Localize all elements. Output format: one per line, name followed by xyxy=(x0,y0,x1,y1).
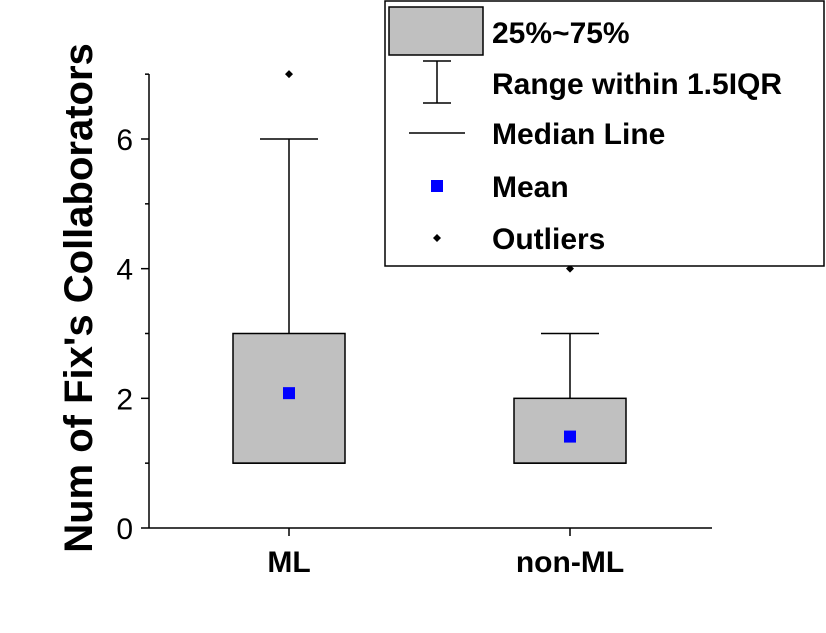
y-tick-label: 0 xyxy=(116,513,133,546)
legend-mean-symbol xyxy=(431,180,443,192)
mean-marker xyxy=(283,387,295,400)
box-ml xyxy=(232,70,346,464)
y-tick-label: 6 xyxy=(116,124,133,157)
box-series xyxy=(232,70,627,464)
legend-label-median: Median Line xyxy=(492,118,665,151)
y-axis-label: Num of Fix's Collaborators xyxy=(57,43,101,553)
outlier-marker xyxy=(285,70,293,79)
legend-label-range: Range within 1.5IQR xyxy=(492,68,782,101)
x-category-label: non-ML xyxy=(516,546,624,579)
legend-box-symbol xyxy=(388,6,484,56)
x-category-label: ML xyxy=(267,546,310,579)
legend-label-outliers: Outliers xyxy=(492,223,605,256)
box-non-ml xyxy=(513,264,627,464)
legend-label-box: 25%~75% xyxy=(492,17,630,50)
mean-marker xyxy=(564,430,576,443)
legend: 25%~75% Range within 1.5IQR Median Line Mea… xyxy=(384,0,825,267)
legend-outlier-symbol xyxy=(433,234,441,242)
y-tick-label: 2 xyxy=(116,383,133,416)
axes: 0 2 4 6 ML non-ML xyxy=(116,73,712,579)
y-tick-label: 4 xyxy=(116,254,133,287)
legend-label-mean: Mean xyxy=(492,171,569,204)
